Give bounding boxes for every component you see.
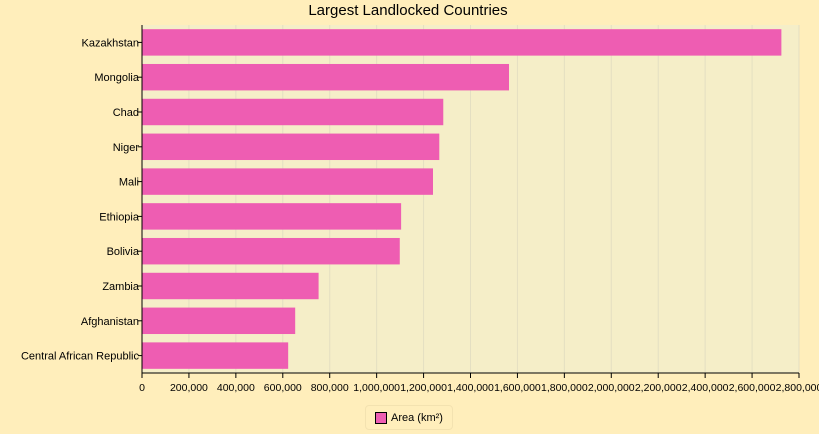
x-tick-label: 200,000 <box>170 382 208 394</box>
x-tick-label: 1,400,000 <box>447 382 494 394</box>
chart-title: Largest Landlocked Countries <box>308 2 507 19</box>
x-tick-label: 1,200,000 <box>400 382 447 394</box>
x-tick-label: 2,200,000 <box>635 382 682 394</box>
legend-label: Area (km²) <box>391 411 443 424</box>
bar[interactable] <box>142 168 434 195</box>
x-tick-label: 600,000 <box>264 382 302 394</box>
x-tick-label: 2,400,000 <box>682 382 729 394</box>
legend[interactable]: Area (km²) <box>365 405 453 430</box>
category-label: Chad <box>113 107 139 119</box>
x-tick-label: 2,000,000 <box>588 382 635 394</box>
bar[interactable] <box>142 272 319 300</box>
category-label: Mongolia <box>94 72 140 84</box>
category-label: Zambia <box>102 281 140 293</box>
bar[interactable] <box>142 133 440 161</box>
category-label: Central African Republic <box>21 351 140 363</box>
category-labels: Kazakhstan Mongolia Chad Niger Mali Ethiopia B… <box>21 37 142 363</box>
x-axis-ticks: 0 200,000 400,000 600,000 800,000 1,000,000 1,… <box>139 373 819 394</box>
x-tick-label: 1,000,000 <box>353 382 400 394</box>
category-label: Kazakhstan <box>82 37 139 49</box>
x-tick-label: 2,800,000 <box>776 382 819 394</box>
x-tick-label: 0 <box>139 382 145 394</box>
category-label: Ethiopia <box>99 211 140 223</box>
bar[interactable] <box>142 98 444 126</box>
category-label: Mali <box>119 177 139 189</box>
x-tick-label: 1,800,000 <box>541 382 588 394</box>
bar[interactable] <box>142 237 400 265</box>
bar[interactable] <box>142 63 510 91</box>
bar[interactable] <box>142 342 289 369</box>
bars <box>142 29 782 369</box>
x-tick-label: 2,600,000 <box>729 382 776 394</box>
bar[interactable] <box>142 307 296 335</box>
bar[interactable] <box>142 29 782 56</box>
bar[interactable] <box>142 203 402 230</box>
x-tick-label: 1,600,000 <box>494 382 541 394</box>
category-label: Afghanistan <box>81 316 139 328</box>
legend-swatch <box>375 411 387 424</box>
category-label: Niger <box>113 142 140 154</box>
x-tick-label: 800,000 <box>311 382 349 394</box>
x-tick-label: 400,000 <box>217 382 255 394</box>
category-label: Bolivia <box>107 246 140 258</box>
